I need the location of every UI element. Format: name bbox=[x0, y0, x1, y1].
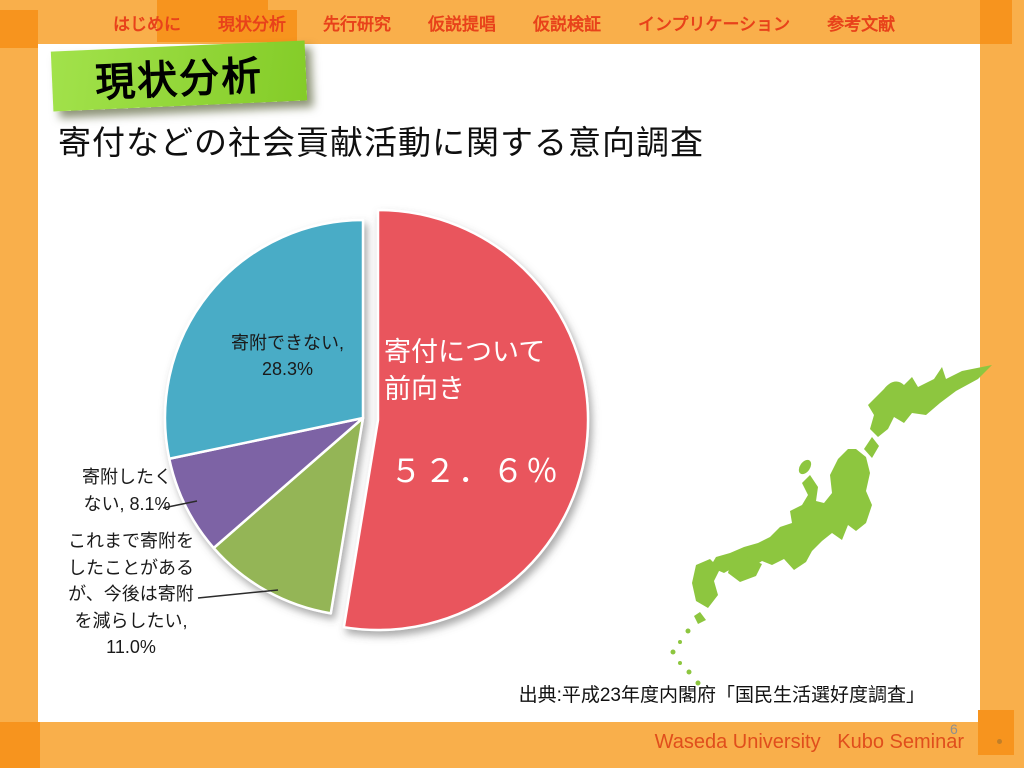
pie-label-cannot-line2: 28.3% bbox=[261, 359, 314, 379]
pie-label-reduce-line1: これまで寄附を bbox=[68, 531, 194, 551]
pie-label-reduce-line3: が、今後は寄附 bbox=[68, 584, 194, 604]
corner-accent-square bbox=[0, 722, 40, 768]
pie-label-dont-want-line1: 寄附したく bbox=[82, 467, 172, 487]
pie-label-cannot-line1: 寄附できない, bbox=[230, 333, 344, 353]
nav-item-sanko-bunken[interactable]: 参考文献 bbox=[827, 14, 896, 34]
japan-map bbox=[660, 353, 1000, 698]
footer-credit: Waseda University Kubo Seminar bbox=[654, 731, 964, 753]
nav-item-kasetsu-kensho[interactable]: 仮説検証 bbox=[533, 14, 601, 34]
pie-label-dont-want: 寄附したく ない, 8.1% bbox=[62, 464, 192, 518]
nav-active-accent-square bbox=[157, 0, 268, 42]
japan-map-svg bbox=[670, 365, 992, 686]
nav-item-implication[interactable]: インプリケーション bbox=[638, 14, 791, 34]
pie-label-reduce-line4: を減らしたい, bbox=[74, 610, 188, 631]
nav-item-genjo-bunseki[interactable]: 現状分析 bbox=[218, 14, 286, 34]
corner-accent-square bbox=[980, 0, 1012, 44]
section-badge: 現状分析 bbox=[50, 40, 308, 112]
section-nav: はじめに 現状分析 先行研究 仮説提唱 仮説検証 インプリケーション 参考文献 bbox=[0, 0, 1024, 44]
page-number: 6 bbox=[950, 721, 958, 737]
pie-label-positive: 寄付について 前向き bbox=[384, 334, 604, 408]
corner-dot bbox=[997, 739, 1002, 744]
pie-label-reduce: これまで寄附を したことがある が、今後は寄附 を減らしたい, 11.0% bbox=[50, 528, 212, 661]
source-citation: 出典:平成23年度内閣府「国民生活選好度調査」 bbox=[518, 685, 925, 706]
pie-label-reduce-line2: したことがある bbox=[68, 557, 194, 578]
pie-label-cannot: 寄附できない, 28.3% bbox=[205, 330, 370, 382]
japan-map-shape bbox=[670, 365, 992, 686]
nav-item-senko-kenkyu[interactable]: 先行研究 bbox=[323, 14, 391, 34]
pie-label-positive-value: ５２．６％ bbox=[390, 453, 561, 489]
page-title: 寄付などの社会貢献活動に関する意向調査 bbox=[58, 124, 704, 161]
pie-label-positive-line1: 寄付について bbox=[384, 337, 546, 367]
pie-label-dont-want-line2: ない, 8.1% bbox=[83, 494, 171, 514]
corner-accent-square bbox=[978, 710, 1014, 755]
nav-item-hajimeni[interactable]: はじめに bbox=[113, 14, 181, 34]
pie-label-reduce-line5: 11.0% bbox=[106, 637, 156, 657]
nav-item-kasetsu-teisho[interactable]: 仮説提唱 bbox=[428, 14, 496, 34]
nav-active-accent-square-small bbox=[267, 10, 297, 43]
pie-label-positive-line2: 前向き bbox=[384, 374, 465, 404]
corner-accent-square bbox=[0, 10, 38, 48]
